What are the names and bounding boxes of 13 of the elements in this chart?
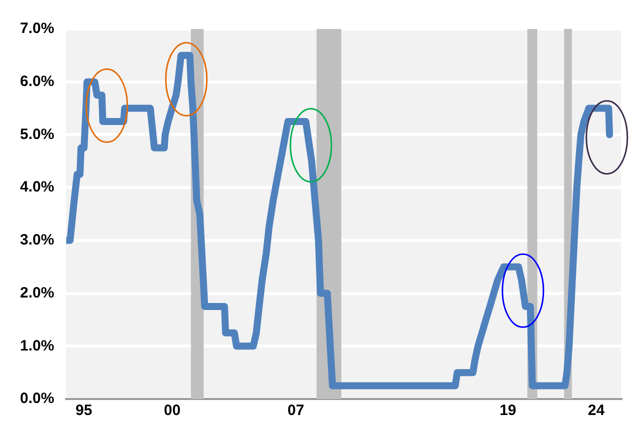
y-tick-label: 7.0% (20, 20, 54, 38)
y-tick-label: 6.0% (20, 73, 54, 90)
x-tick-label: 00 (164, 402, 181, 420)
y-tick-label: 4.0% (20, 178, 54, 196)
y-tick-label: 3.0% (20, 232, 54, 249)
y-tick-label: 0.0% (20, 390, 54, 408)
y-tick-label: 5.0% (20, 126, 54, 143)
x-tick-label: 19 (500, 402, 516, 420)
x-tick-label: 07 (288, 402, 304, 420)
x-tick-label: 95 (76, 402, 92, 420)
x-tick-label: 24 (588, 402, 606, 420)
y-tick-label: 1.0% (20, 337, 54, 354)
y-tick-label: 2.0% (20, 284, 54, 302)
